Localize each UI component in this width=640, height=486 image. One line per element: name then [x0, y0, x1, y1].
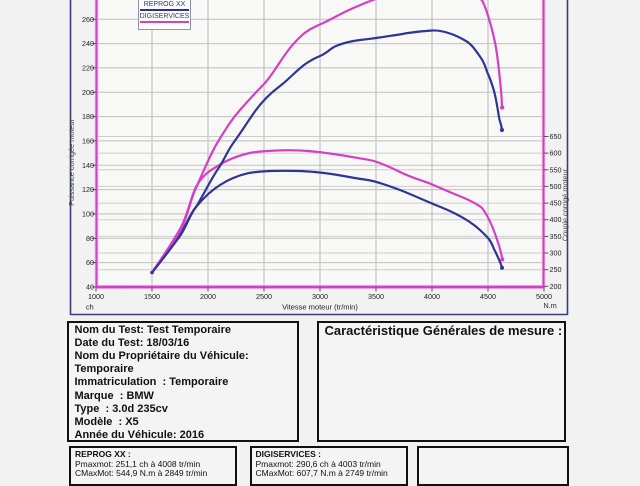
- svg-text:250: 250: [550, 265, 562, 274]
- svg-text:Vitesse moteur (tr/min): Vitesse moteur (tr/min): [282, 303, 358, 312]
- svg-text:40: 40: [86, 283, 94, 292]
- svg-text:200: 200: [550, 282, 562, 291]
- svg-text:N.m: N.m: [544, 301, 557, 310]
- svg-text:5000: 5000: [536, 292, 552, 301]
- svg-text:60: 60: [86, 258, 94, 267]
- svg-text:500: 500: [550, 182, 562, 191]
- svg-text:650: 650: [550, 132, 562, 141]
- svg-text:180: 180: [82, 112, 94, 121]
- svg-text:120: 120: [82, 185, 94, 194]
- svg-text:350: 350: [550, 232, 562, 241]
- svg-text:80: 80: [86, 234, 94, 243]
- svg-text:140: 140: [82, 161, 94, 170]
- svg-text:4500: 4500: [480, 292, 496, 301]
- svg-text:Couple corrigé moteur: Couple corrigé moteur: [561, 168, 570, 241]
- svg-text:300: 300: [550, 249, 562, 258]
- svg-text:400: 400: [550, 215, 562, 224]
- svg-text:3000: 3000: [312, 292, 328, 301]
- svg-text:2500: 2500: [256, 292, 272, 301]
- svg-text:240: 240: [82, 39, 94, 48]
- svg-text:450: 450: [550, 199, 562, 208]
- svg-text:3500: 3500: [368, 292, 384, 301]
- svg-text:220: 220: [82, 63, 94, 72]
- svg-text:260: 260: [82, 15, 94, 24]
- svg-text:ch: ch: [86, 303, 94, 312]
- svg-text:1000: 1000: [88, 292, 104, 301]
- svg-text:4000: 4000: [424, 292, 440, 301]
- svg-text:600: 600: [550, 149, 562, 158]
- svg-text:1500: 1500: [144, 292, 160, 301]
- svg-text:160: 160: [82, 136, 94, 145]
- svg-text:550: 550: [550, 165, 562, 174]
- svg-text:Puissance corrigée moteur: Puissance corrigée moteur: [67, 119, 76, 206]
- svg-text:200: 200: [82, 88, 94, 97]
- svg-text:2000: 2000: [200, 292, 216, 301]
- svg-text:100: 100: [82, 209, 94, 218]
